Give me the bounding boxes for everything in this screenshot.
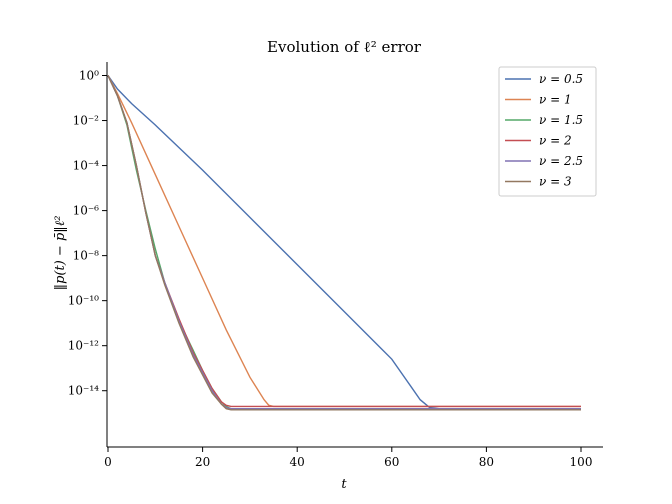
x-tick-label: 100 bbox=[570, 455, 593, 469]
y-tick-label: 10⁻² bbox=[73, 114, 100, 128]
y-tick-label: 10⁻¹⁰ bbox=[68, 294, 99, 308]
legend: ν = 0.5 ν = 1 ν = 1.5 ν = 2 ν = 2.5 ν = 3 bbox=[498, 66, 597, 197]
axes: 0 20 40 60 80 100 10⁰ 10⁻² 10⁻⁴ 10⁻⁶ 10⁻⁸ 10⁻¹⁰ 10⁻¹… bbox=[68, 62, 603, 469]
x-tick-label: 0 bbox=[104, 455, 112, 469]
x-axis-label: t bbox=[341, 477, 347, 492]
x-tick-label: 80 bbox=[479, 455, 494, 469]
x-tick-label: 40 bbox=[290, 455, 305, 469]
y-axis-label: ‖p(t) − p̄‖ℓ² bbox=[53, 216, 68, 291]
y-tick-label: 10⁰ bbox=[79, 69, 99, 83]
legend-label: ν = 0.5 bbox=[539, 72, 583, 86]
x-tick-label: 20 bbox=[195, 455, 210, 469]
x-tick-label: 60 bbox=[384, 455, 399, 469]
y-tick-label: 10⁻¹² bbox=[68, 339, 99, 353]
legend-label: ν = 2.5 bbox=[539, 154, 583, 168]
legend-label: ν = 1 bbox=[539, 93, 572, 107]
series-group bbox=[107, 75, 581, 411]
series-line-6 bbox=[107, 75, 581, 411]
y-tick-label: 10⁻⁸ bbox=[73, 249, 100, 263]
y-tick-label: 10⁻⁶ bbox=[73, 204, 100, 218]
y-tick-label: 10⁻⁴ bbox=[73, 159, 100, 173]
chart-title: Evolution of ℓ² error bbox=[267, 38, 422, 56]
legend-label: ν = 3 bbox=[539, 175, 572, 189]
legend-label: ν = 2 bbox=[539, 134, 572, 148]
legend-label: ν = 1.5 bbox=[539, 113, 583, 127]
y-tick-label: 10⁻¹⁴ bbox=[68, 384, 99, 398]
